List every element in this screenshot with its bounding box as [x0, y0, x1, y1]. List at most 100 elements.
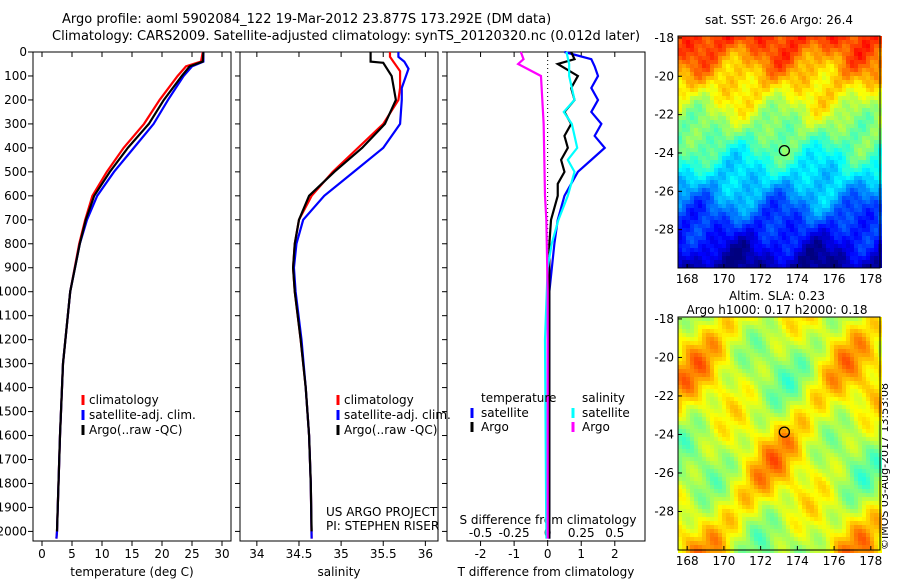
- map-cell: [702, 176, 706, 180]
- map-cell: [698, 224, 702, 228]
- map-cell: [722, 84, 726, 88]
- map-cell: [730, 164, 734, 168]
- map-cell: [870, 357, 874, 361]
- map-cell: [730, 132, 734, 136]
- map-cell: [822, 365, 826, 369]
- map-cell: [746, 48, 750, 52]
- map-cell: [826, 44, 830, 48]
- map-cell: [870, 164, 874, 168]
- x-axis-label: temperature (deg C): [70, 565, 193, 579]
- map-cell: [722, 52, 726, 56]
- map-cell: [694, 329, 698, 333]
- map-cell: [738, 325, 742, 329]
- map-cell: [798, 172, 802, 176]
- map-cell: [874, 429, 878, 433]
- map-cell: [818, 204, 822, 208]
- map-cell: [682, 441, 686, 445]
- map-cell: [786, 429, 790, 433]
- map-cell: [830, 132, 834, 136]
- map-cell: [786, 208, 790, 212]
- map-cell: [850, 184, 854, 188]
- map-cell: [786, 40, 790, 44]
- map-cell: [874, 409, 878, 413]
- map-cell: [818, 421, 822, 425]
- map-cell: [778, 445, 782, 449]
- map-cell: [834, 200, 838, 204]
- map-cell: [806, 389, 810, 393]
- map-cell: [774, 369, 778, 373]
- map-cell: [754, 353, 758, 357]
- map-cell: [786, 425, 790, 429]
- map-cell: [842, 76, 846, 80]
- map-cell: [798, 417, 802, 421]
- map-cell: [730, 212, 734, 216]
- map-cell: [866, 92, 870, 96]
- map-cell: [734, 116, 738, 120]
- map-cell: [846, 144, 850, 148]
- map-frame: [677, 35, 881, 269]
- map-cell: [746, 232, 750, 236]
- map-cell: [682, 224, 686, 228]
- map-cell: [682, 425, 686, 429]
- map-cell: [790, 144, 794, 148]
- map-cell: [842, 204, 846, 208]
- map-cell: [794, 236, 798, 240]
- map-cell: [826, 72, 830, 76]
- map-cell: [722, 365, 726, 369]
- map-cell: [758, 116, 762, 120]
- map-cell: [710, 48, 714, 52]
- map-cell: [862, 60, 866, 64]
- map-cell: [778, 140, 782, 144]
- map-cell: [806, 144, 810, 148]
- map-cell: [742, 333, 746, 337]
- map-cell: [858, 385, 862, 389]
- map-cell: [802, 136, 806, 140]
- map-cell: [782, 441, 786, 445]
- map-cell: [802, 457, 806, 461]
- map-cell: [758, 184, 762, 188]
- map-cell: [770, 369, 774, 373]
- map-cell: [854, 212, 858, 216]
- map-cell: [726, 236, 730, 240]
- map-cell: [702, 445, 706, 449]
- map-cell: [702, 56, 706, 60]
- map-cell: [718, 240, 722, 244]
- x-tick-label: 15: [124, 547, 139, 561]
- map-cell: [758, 64, 762, 68]
- map-cell: [742, 236, 746, 240]
- map-cell: [698, 140, 702, 144]
- map-cell: [734, 80, 738, 84]
- map-cell: [754, 44, 758, 48]
- map-cell: [738, 429, 742, 433]
- map-cell: [706, 208, 710, 212]
- map-cell: [734, 329, 738, 333]
- map-cell: [682, 196, 686, 200]
- map-cell: [714, 417, 718, 421]
- map-cell: [842, 108, 846, 112]
- map-cell: [798, 321, 802, 325]
- map-cell: [870, 248, 874, 252]
- map-cell: [718, 361, 722, 365]
- map-cell: [726, 337, 730, 341]
- map-cell: [834, 385, 838, 389]
- map-cell: [706, 196, 710, 200]
- map-cell: [798, 421, 802, 425]
- map-cell: [874, 136, 878, 140]
- map-cell: [854, 180, 858, 184]
- map-cell: [826, 409, 830, 413]
- y-tick-label: 1800: [0, 476, 27, 490]
- map-cell: [726, 341, 730, 345]
- map-cell: [850, 168, 854, 172]
- map-cell: [850, 36, 854, 40]
- map-cell: [826, 381, 830, 385]
- map-cell: [698, 228, 702, 232]
- map-cell: [754, 168, 758, 172]
- map-cell: [710, 84, 714, 88]
- map-cell: [842, 405, 846, 409]
- map-cell: [750, 325, 754, 329]
- map-cell: [834, 252, 838, 256]
- map-cell: [678, 204, 682, 208]
- map-cell: [850, 244, 854, 248]
- title-line-1: Argo profile: aoml 5902084_122 19-Mar-20…: [62, 12, 552, 27]
- map-cell: [838, 353, 842, 357]
